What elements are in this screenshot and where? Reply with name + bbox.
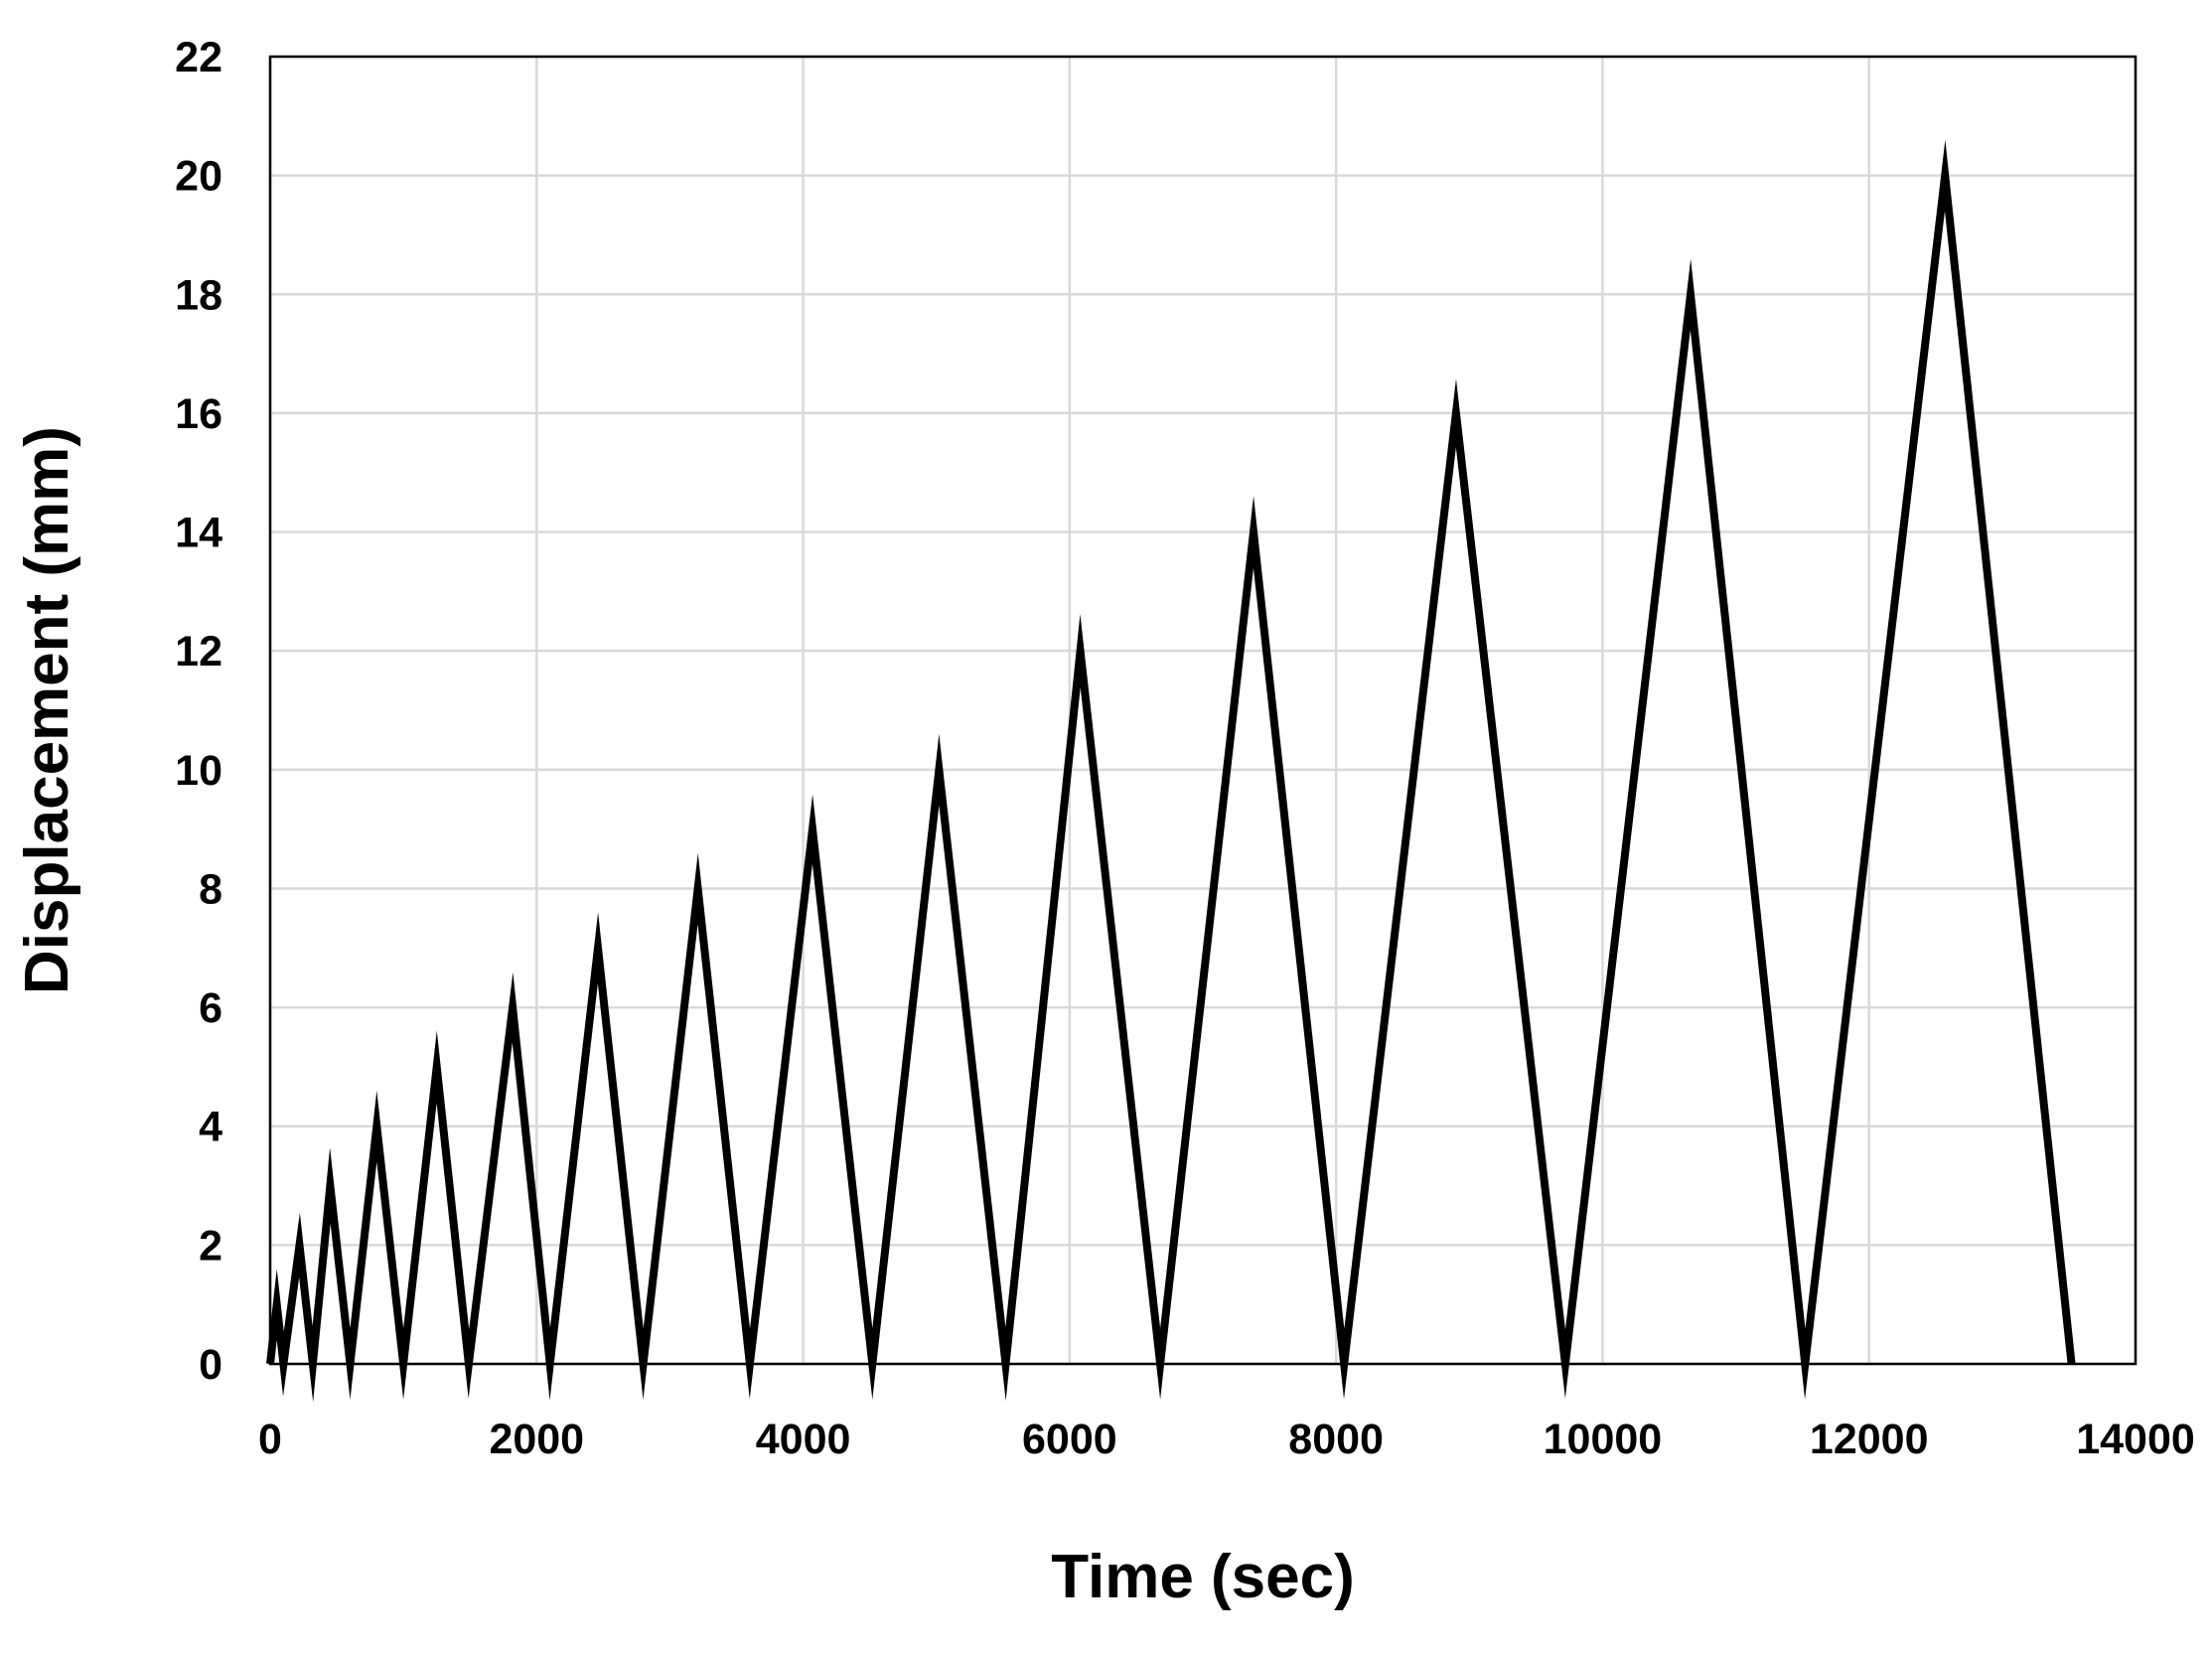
plot-area-frame [268,55,2138,1366]
y-tick-label-8: 16 [175,390,222,438]
y-tick-label-10: 20 [175,153,222,201]
y-tick-label-3: 6 [199,984,222,1032]
x-tick-label-2: 4000 [756,1416,851,1463]
x-tick-label-1: 2000 [489,1416,584,1463]
series-line-0 [266,139,2076,1403]
y-tick-label-9: 18 [175,271,222,319]
y-tick-label-4: 8 [199,865,222,913]
y-tick-labels: 0 2 4 6 8 10 12 14 16 18 20 22 [175,34,222,1389]
x-tick-label-6: 12000 [1810,1416,1929,1463]
y-tick-label-6: 12 [175,628,222,676]
y-tick-label-11: 22 [175,34,222,81]
y-axis-title: Displacement (mm) [13,426,81,994]
x-tick-labels: 0 2000 4000 6000 8000 10000 12000 14000 [258,1416,2195,1463]
x-tick-label-3: 6000 [1022,1416,1117,1463]
y-tick-label-0: 0 [199,1341,222,1389]
x-tick-label-7: 14000 [2076,1416,2195,1463]
x-tick-label-0: 0 [258,1416,282,1463]
series-layer [266,139,2076,1403]
x-axis-title: Time (sec) [1051,1543,1355,1611]
y-tick-label-1: 2 [199,1222,222,1270]
y-tick-label-5: 10 [175,747,222,795]
x-tick-label-4: 8000 [1288,1416,1384,1463]
x-tick-label-5: 10000 [1544,1416,1663,1463]
y-tick-label-2: 4 [199,1104,222,1151]
gridlines [268,55,2138,1366]
y-tick-label-7: 14 [175,510,222,557]
